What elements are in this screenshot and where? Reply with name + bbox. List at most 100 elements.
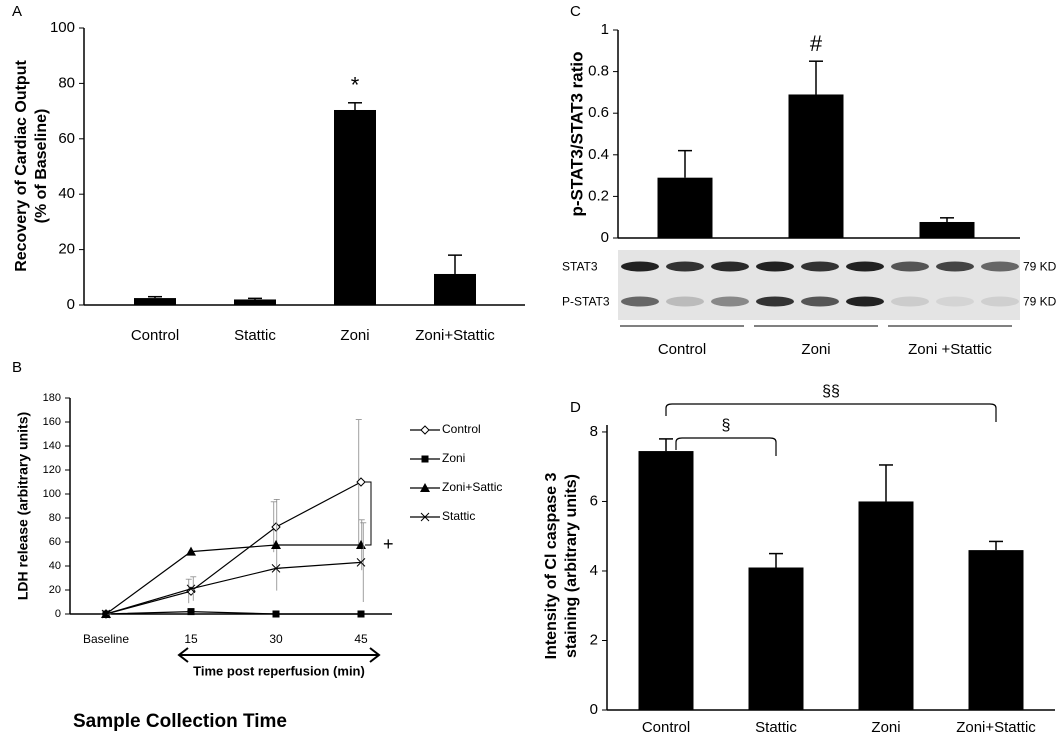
x-tick-label: Zoni+Stattic — [415, 327, 495, 344]
bracket — [365, 481, 372, 546]
y-axis-title: Intensity of Cl caspase 3 — [543, 473, 560, 660]
y-tick-label: 60 — [58, 130, 75, 147]
bar — [858, 501, 914, 710]
bar — [234, 299, 276, 305]
blot-label: STAT3 — [562, 260, 598, 274]
blot-band — [666, 296, 704, 307]
x-tick-label: Baseline — [83, 632, 129, 646]
series-line — [105, 561, 362, 615]
y-tick-label: 60 — [49, 536, 61, 548]
x-tick-label: Control — [642, 719, 690, 736]
y-tick-label: 2 — [590, 631, 598, 648]
legend-label: Stattic — [442, 509, 475, 523]
y-tick-label: 0.4 — [588, 146, 609, 163]
y-tick-label: 80 — [58, 74, 75, 91]
legend-label: Control — [442, 422, 481, 436]
x-tick-label: Stattic — [234, 327, 276, 344]
marker — [271, 564, 281, 573]
marker — [187, 608, 195, 616]
blot-band — [801, 296, 839, 307]
panel-label: A — [12, 3, 22, 20]
blot-band — [666, 261, 704, 272]
y-tick-label: 100 — [43, 488, 61, 500]
annotation: §§ — [822, 383, 840, 400]
blot-band — [711, 261, 749, 272]
x-tick-label: 45 — [354, 632, 368, 646]
y-tick-label: 1 — [601, 21, 609, 38]
y-tick-label: 160 — [43, 416, 61, 428]
bar — [434, 273, 476, 305]
y-tick-label: 80 — [49, 512, 61, 524]
blot-band — [621, 261, 659, 272]
marker-stroke — [186, 584, 196, 594]
marker-stroke — [356, 558, 366, 567]
marker — [186, 584, 196, 594]
series-line — [105, 544, 361, 615]
marker — [356, 477, 366, 487]
annotation: # — [810, 31, 823, 56]
legend-label: Zoni+Sattic — [442, 480, 502, 494]
x-tick-label: Zoni — [871, 719, 900, 736]
legend-marker — [420, 425, 430, 435]
annotation: § — [722, 417, 731, 434]
bar — [788, 94, 844, 238]
blot-band — [756, 261, 794, 272]
x-tick-label: 30 — [269, 632, 283, 646]
blot-band — [711, 296, 749, 307]
panel-label: D — [570, 399, 581, 416]
y-tick-label: 0 — [590, 701, 598, 718]
bar — [968, 550, 1024, 710]
bracket — [675, 437, 777, 456]
marker-stroke — [420, 512, 430, 522]
y-axis-title: (% of Baseline) — [33, 109, 50, 224]
x-axis-title: Sample Collection Time — [73, 711, 287, 732]
bar — [919, 221, 975, 238]
time-arrow — [177, 647, 381, 663]
y-axis-title: Recovery of Cardiac Output — [13, 60, 30, 272]
series-line — [105, 610, 361, 615]
y-tick-label: 0 — [601, 229, 609, 246]
y-tick-label: 140 — [43, 440, 61, 452]
x-tick-label: Control — [658, 341, 706, 358]
blot-size: 79 KD — [1023, 260, 1057, 274]
marker — [186, 546, 196, 556]
marker-stroke — [271, 564, 281, 573]
y-axis-title: LDH release (arbitrary units) — [15, 412, 31, 600]
y-tick-label: 20 — [49, 584, 61, 596]
blot-label: P-STAT3 — [562, 295, 610, 309]
y-tick-label: 0.8 — [588, 63, 609, 80]
panel-label: C — [570, 3, 581, 20]
y-tick-label: 40 — [58, 185, 75, 202]
marker — [271, 540, 281, 549]
blot-band — [891, 296, 929, 307]
blot-band — [891, 261, 929, 272]
blot-size: 79 KD — [1023, 295, 1057, 309]
blot-background — [618, 250, 1020, 320]
legend-marker — [420, 512, 430, 522]
bracket — [665, 403, 997, 422]
y-tick-label: 20 — [58, 241, 75, 258]
x-tick-label: Control — [131, 327, 179, 344]
marker — [357, 610, 365, 618]
x-tick-label: Stattic — [755, 719, 797, 736]
blot-band — [846, 261, 884, 272]
x-tick-label: Zoni +Stattic — [908, 341, 992, 358]
legend-label: Zoni — [442, 451, 465, 465]
marker — [271, 522, 281, 532]
marker — [272, 610, 280, 618]
blot-band — [756, 296, 794, 307]
bar — [334, 109, 376, 305]
panel-label: B — [12, 359, 22, 376]
y-axis-title: p-STAT3/STAT3 ratio — [567, 52, 586, 217]
y-tick-label: 0.6 — [588, 104, 609, 121]
annotation: * — [351, 73, 360, 98]
y-tick-label: 0 — [55, 608, 61, 620]
x-tick-label: Zoni — [801, 341, 830, 358]
blot-band — [846, 296, 884, 307]
x-tick-label: Zoni+Stattic — [956, 719, 1036, 736]
y-tick-label: 180 — [43, 392, 61, 404]
y-tick-label: 100 — [50, 19, 75, 36]
blot-band — [936, 261, 974, 272]
bar — [657, 177, 713, 238]
